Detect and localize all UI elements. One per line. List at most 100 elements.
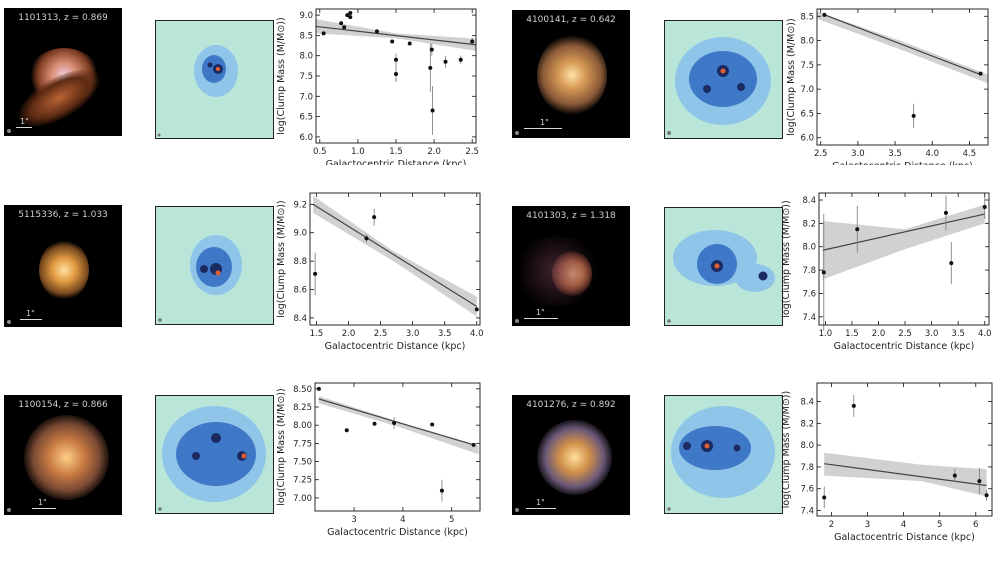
galaxy-core [537,420,612,495]
galaxy-image-4100141: 4100141, z = 0.642 1" [512,10,630,138]
scale-label: 1" [536,498,545,507]
clump-map-5115336 [155,206,274,325]
chart-panel-1: 0.5 1.0 1.5 2.0 2.5 6.0 6.5 7.0 7.5 8.0 8.5 9.0 Gala… [275,5,485,170]
beam-marker [515,131,519,135]
confidence-band [313,195,477,317]
y-tick-label: 6.5 [299,113,313,123]
beam-marker [667,131,671,135]
x-tick-label: 3 [351,515,356,525]
y-axis-label: log(Clump Mass (M/M⊙)) [781,391,792,508]
x-tick-label: 3.5 [438,329,452,339]
data-point [430,108,435,113]
data-point [348,11,353,16]
y-tick-label: 7.8 [800,463,814,473]
x-tick-label: 4.0 [925,149,939,159]
x-tick-label: 4 [400,515,405,525]
x-tick-label: 1.5 [389,147,403,157]
beam-marker [515,319,519,323]
fit-line [318,398,474,446]
galaxy-image-4101303: 4101303, z = 1.318 1" [512,206,630,326]
y-tick-label: 6.0 [299,133,313,143]
y-tick-label: 8.2 [800,419,814,429]
data-point [851,403,856,408]
beam-marker [667,319,671,323]
clump-halo [735,264,775,292]
x-axis-label: Galactocentric Distance (kpc) [327,527,468,538]
x-axis-label: Galactocentric Distance (kpc) [832,161,973,165]
clump [758,271,768,281]
y-tick-label: 7.75 [293,439,312,449]
confidence-band [316,19,476,51]
clump-peak [216,67,220,71]
data-point [394,57,398,62]
x-tick-label: 2.5 [465,147,479,157]
x-tick-label: 4 [901,520,906,530]
x-tick-label: 4.0 [470,329,484,339]
data-point [439,488,444,493]
scale-bar [32,508,56,509]
data-point [345,13,350,18]
data-point [911,113,916,118]
data-point [978,71,983,76]
y-axis-label: log(Clump Mass (M/M⊙)) [276,17,287,134]
x-tick-label: 4.0 [978,329,992,339]
x-tick-label: 3.5 [888,149,902,159]
galaxy-core [39,240,89,300]
galaxy-image-1101313: 1101313, z = 0.869 1" [4,8,122,136]
chart-panel-5: 3 4 5 7.00 7.25 7.50 7.75 8.00 8.25 8.50 Galactoce… [275,378,485,541]
x-tick-label: 1.5 [845,329,859,339]
x-axis-label: Galactocentric Distance (kpc) [326,159,467,165]
scale-label: 1" [536,308,545,317]
x-tick-label: 2.5 [898,329,912,339]
y-tick-label: 7.6 [802,289,816,299]
y-tick-label: 8.8 [293,257,307,267]
y-tick-label: 8.4 [800,398,814,408]
data-point [470,39,475,44]
x-axis-label: Galactocentric Distance (kpc) [834,341,975,352]
y-tick-label: 9.0 [293,229,307,239]
data-point [821,270,826,275]
y-tick-label: 8.25 [293,403,312,413]
y-tick-label: 8.0 [800,37,814,47]
scale-bar [20,319,42,320]
data-point [977,479,982,484]
clump-peak [215,270,221,276]
data-point [394,71,398,76]
galaxy-label: 5115336, z = 1.033 [18,210,108,220]
galaxy-image-5115336: 5115336, z = 1.033 1" [4,205,122,327]
y-axis-label: log(Clump Mass (M/M⊙)) [786,18,797,135]
galaxy-halo [512,236,602,306]
data-point [952,473,957,478]
beam-marker [515,508,519,512]
scale-bar [16,127,32,128]
data-point [407,41,412,46]
y-tick-label: 7.6 [800,485,814,495]
data-point [458,57,463,62]
data-point [429,47,434,52]
x-tick-label: 5 [937,520,942,530]
scale-bar [526,508,556,509]
scatter-chart: 1.0 1.5 2.0 2.5 3.0 3.5 4.0 7.4 7.6 7.8 8.0 8.2 8.4 G… [781,192,992,352]
scatter-chart: 2.5 3.0 3.5 4.0 4.5 6.0 6.5 7.0 7.5 8.0 8.5 Galacto… [786,8,989,172]
scatter-chart: 1.5 2.0 2.5 3.0 3.5 4.0 8.4 8.6 8.8 9.0 9.2 Galacto… [276,192,484,352]
x-tick-label: 3.0 [851,149,865,159]
beam-marker [7,508,11,512]
y-tick-label: 8.0 [802,243,816,253]
scale-label: 1" [20,117,29,126]
plot-frame [818,192,990,326]
clump-map-svg [667,230,775,323]
y-tick-label: 6.0 [800,134,814,144]
x-tick-label: 1.0 [351,147,365,157]
data-point [313,271,318,276]
confidence-band [318,396,479,455]
x-tick-label: 2.0 [872,329,886,339]
y-tick-label: 7.0 [299,92,313,102]
galaxy-label: 4100141, z = 0.642 [526,15,616,25]
data-point [428,65,433,70]
clump-map-svg [667,37,771,135]
x-tick-label: 2.5 [814,149,828,159]
clump [737,83,745,91]
scale-bar [524,318,558,319]
x-tick-label: 2.0 [427,147,441,157]
fit-line [824,14,981,76]
